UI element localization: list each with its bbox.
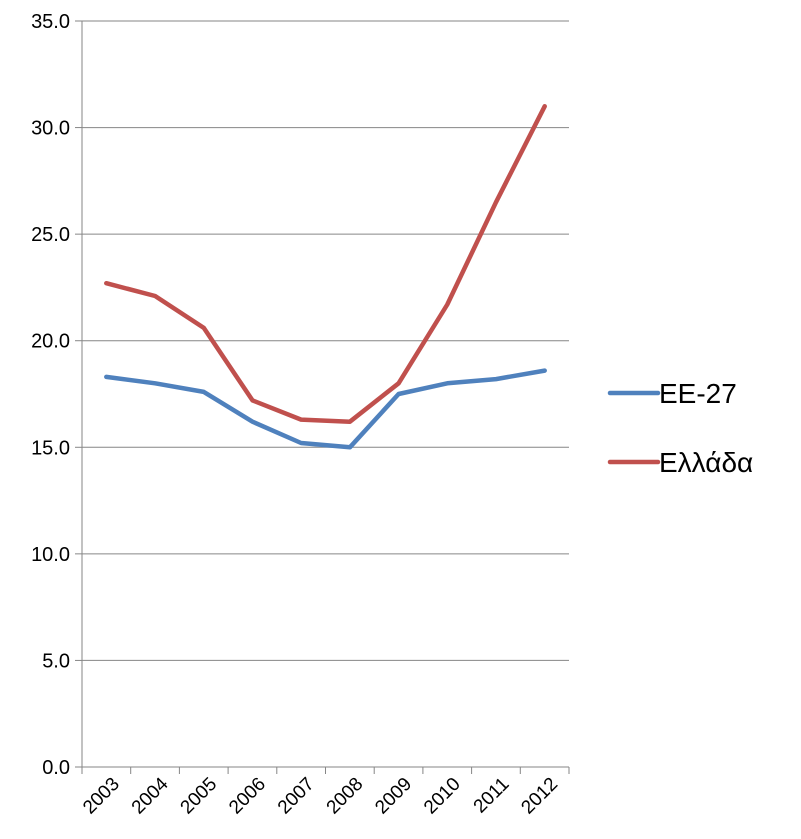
legend-label-1: Ελλάδα	[659, 447, 753, 478]
x-tick-label-2012: 2012	[517, 774, 562, 819]
x-tick-label-2011: 2011	[470, 774, 514, 818]
x-tick-label-2010: 2010	[420, 774, 465, 819]
legend-label-0: ΕΕ-27	[659, 378, 737, 409]
gridlines	[82, 20, 569, 661]
y-tick-label: 5.0	[42, 650, 70, 672]
x-axis-tick-labels: 2003 2004 2005 2006 2007 2008 2009 2010 2011 2012	[79, 773, 562, 818]
series-line-0	[104, 368, 547, 450]
legend: ΕΕ-27 Ελλάδα	[607, 378, 753, 478]
x-tick-label-2005: 2005	[177, 774, 222, 819]
x-tick-label-2006: 2006	[225, 774, 270, 819]
axes	[75, 20, 570, 774]
y-tick-label: 20.0	[31, 331, 70, 353]
x-tick-label-2007: 2007	[274, 774, 319, 819]
series-line-1	[104, 104, 547, 424]
y-tick-label: 30.0	[31, 118, 70, 140]
y-tick-label: 15.0	[31, 437, 70, 459]
x-tick-label-2004: 2004	[128, 773, 173, 818]
data-series	[104, 104, 547, 450]
y-tick-label: 25.0	[31, 224, 70, 246]
y-tick-label: 0.0	[42, 757, 70, 779]
x-tick-label-2008: 2008	[323, 774, 368, 819]
y-tick-label: 10.0	[31, 544, 70, 566]
y-tick-label: 35.0	[31, 11, 70, 33]
y-axis-tick-labels: 0.0 5.0 10.0 15.0 20.0 25.0 30.0 35.0	[31, 11, 70, 779]
x-tick-label-2009: 2009	[371, 774, 416, 819]
x-tick-label-2003: 2003	[79, 774, 124, 819]
